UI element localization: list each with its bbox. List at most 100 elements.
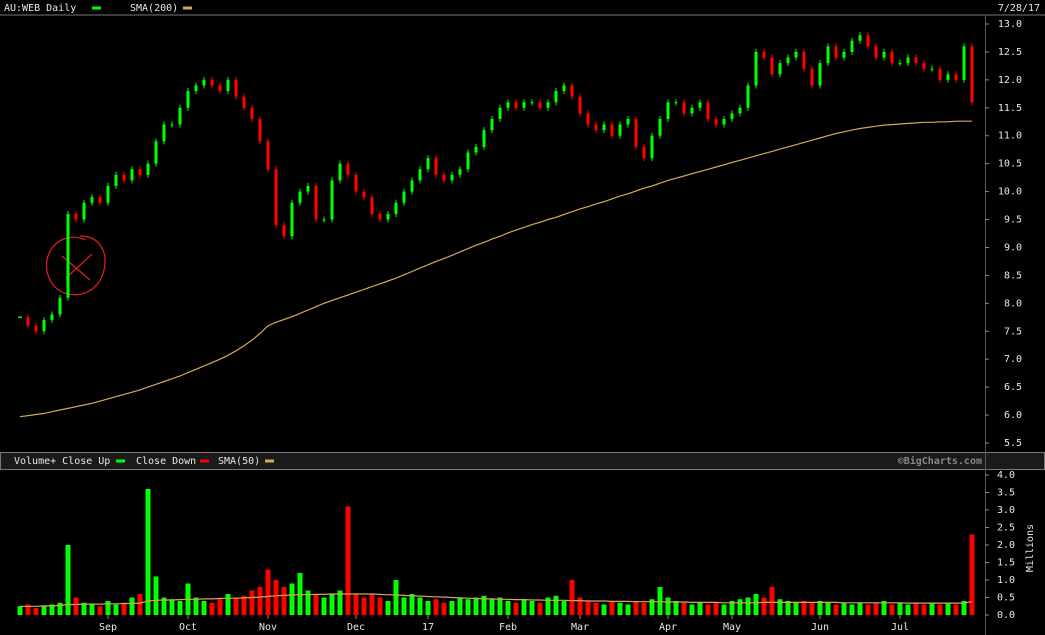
- candle: [218, 85, 222, 92]
- y-tick-label: 0.5: [997, 593, 1015, 604]
- y-tick-label: 9.5: [1004, 215, 1022, 226]
- y-tick-label: 4.0: [997, 470, 1015, 481]
- candle: [690, 107, 694, 114]
- x-tick-label: Mar: [571, 622, 589, 633]
- candle: [362, 191, 366, 198]
- volume-bar: [753, 594, 759, 615]
- volume-bar: [537, 602, 543, 615]
- volume-bar: [473, 597, 479, 615]
- x-tick-label: 17: [422, 622, 434, 633]
- candle: [906, 57, 910, 64]
- candle: [234, 79, 238, 97]
- candle: [370, 197, 374, 214]
- candle: [570, 85, 574, 97]
- volume-bar: [561, 601, 567, 615]
- volume-bar: [969, 534, 975, 615]
- candle: [242, 96, 246, 108]
- volume-bar: [313, 594, 319, 615]
- candle: [618, 124, 622, 136]
- candle: [530, 102, 534, 104]
- volume-bar: [105, 601, 111, 615]
- y-axis-label: Millions: [1025, 524, 1036, 572]
- candle: [930, 68, 934, 70]
- candle: [274, 169, 278, 226]
- x-tick-label: Jun: [811, 622, 829, 633]
- volume-bar: [945, 602, 951, 615]
- candle: [898, 63, 902, 65]
- volume-bar: [713, 602, 719, 615]
- candle: [514, 102, 518, 108]
- candle: [586, 113, 590, 125]
- volume-bar: [897, 602, 903, 615]
- candle: [666, 102, 670, 119]
- volume-bar: [417, 597, 423, 615]
- volume-bar: [585, 601, 591, 615]
- volume-bar: [921, 604, 927, 615]
- candle: [890, 51, 894, 64]
- volume-bar: [97, 606, 103, 615]
- x-tick-label: Feb: [499, 622, 517, 633]
- volume-bar: [529, 601, 535, 615]
- candle: [610, 124, 614, 136]
- volume-bar: [401, 597, 407, 615]
- volume-bar: [305, 590, 311, 615]
- candle: [642, 146, 646, 159]
- volume-bar: [633, 601, 639, 615]
- volume-bar: [657, 587, 663, 615]
- volume-bar: [33, 608, 39, 615]
- y-tick-label: 7.5: [1004, 326, 1022, 337]
- volume-bar: [961, 601, 967, 615]
- volume-bar: [113, 604, 119, 615]
- candle: [650, 135, 654, 159]
- volume-bar: [801, 601, 807, 615]
- candle: [874, 46, 878, 58]
- x-tick-label: Nov: [259, 622, 277, 633]
- candle: [746, 85, 750, 108]
- volume-bar: [297, 573, 303, 615]
- volume-bar: [825, 602, 831, 615]
- y-tick-label: 8.5: [1004, 270, 1022, 281]
- volume-bar: [249, 590, 255, 615]
- volume-bar: [177, 601, 183, 615]
- y-tick-label: 9.0: [1004, 242, 1022, 253]
- chart-title: AU:WEB Daily: [4, 3, 76, 14]
- candle: [450, 174, 454, 181]
- volume-bar: [721, 604, 727, 615]
- candle: [754, 51, 758, 86]
- candle: [714, 118, 718, 125]
- volume-bar: [217, 599, 223, 615]
- x-tick-label: May: [723, 622, 741, 633]
- annotation-circle: [45, 235, 106, 296]
- legend-label: Close Down: [136, 456, 196, 467]
- candle: [626, 118, 630, 125]
- candle: [82, 202, 86, 220]
- candle: [194, 85, 198, 92]
- volume-bar: [673, 601, 679, 615]
- candle: [490, 118, 494, 131]
- volume-bar: [617, 602, 623, 615]
- y-tick-label: 5.5: [1004, 438, 1022, 449]
- candle: [810, 68, 814, 86]
- volume-bar: [169, 599, 175, 615]
- candle: [330, 180, 334, 220]
- volume-bar: [761, 597, 767, 615]
- volume-bar: [497, 597, 503, 615]
- candle: [146, 163, 150, 175]
- volume-bar: [377, 597, 383, 615]
- candle: [138, 169, 142, 175]
- candle: [42, 320, 46, 332]
- volume-bar: [481, 595, 487, 615]
- y-tick-label: 11.0: [998, 131, 1022, 142]
- volume-bar: [625, 604, 631, 615]
- candle: [386, 213, 390, 220]
- volume-bar: [241, 595, 247, 615]
- volume-bar: [705, 604, 711, 615]
- volume-bar: [577, 597, 583, 615]
- volume-sma-line: [20, 593, 973, 607]
- volume-bar: [153, 576, 159, 615]
- volume-bar: [393, 580, 399, 615]
- volume-bar: [769, 587, 775, 615]
- candle: [226, 79, 230, 92]
- volume-bar: [457, 597, 463, 615]
- candle: [826, 46, 830, 64]
